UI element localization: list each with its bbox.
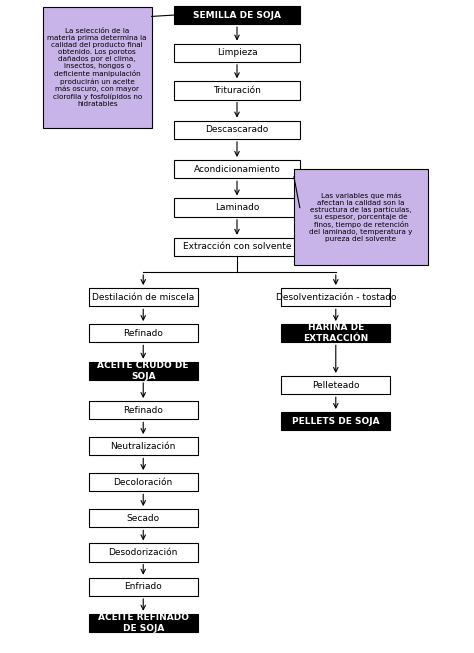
Text: HARINA DE
EXTRACCIÓN: HARINA DE EXTRACCIÓN [303,323,368,343]
FancyBboxPatch shape [282,324,390,342]
FancyBboxPatch shape [282,376,390,394]
FancyBboxPatch shape [174,160,300,178]
Text: Limpieza: Limpieza [217,48,257,57]
Text: Pelleteado: Pelleteado [312,381,360,390]
Text: Desodorización: Desodorización [109,548,178,557]
Text: Trituración: Trituración [213,86,261,95]
Text: SEMILLA DE SOJA: SEMILLA DE SOJA [193,10,281,20]
FancyBboxPatch shape [174,238,300,256]
Text: Refinado: Refinado [123,328,163,338]
Text: Acondicionamiento: Acondicionamiento [193,165,281,174]
FancyBboxPatch shape [282,288,390,306]
FancyBboxPatch shape [89,509,198,528]
Text: Destilación de miscela: Destilación de miscela [92,293,194,302]
FancyBboxPatch shape [89,614,198,632]
FancyBboxPatch shape [174,121,300,139]
FancyBboxPatch shape [89,324,198,342]
FancyBboxPatch shape [174,199,300,217]
Text: La selección de la
materia prima determina la
calidad del producto final
obtenid: La selección de la materia prima determi… [47,28,147,107]
FancyBboxPatch shape [174,6,300,24]
Text: Laminado: Laminado [215,203,259,212]
Text: PELLETS DE SOJA: PELLETS DE SOJA [292,417,380,426]
Text: Descascarado: Descascarado [205,125,269,135]
Text: Enfriado: Enfriado [124,582,162,592]
FancyBboxPatch shape [89,437,198,455]
FancyBboxPatch shape [89,288,198,306]
Text: Secado: Secado [127,514,160,522]
Text: Desolventización - tostado: Desolventización - tostado [275,293,396,302]
FancyBboxPatch shape [43,7,152,128]
Text: Extracción con solvente: Extracción con solvente [183,242,291,251]
FancyBboxPatch shape [89,362,198,380]
FancyBboxPatch shape [282,412,390,430]
Text: ACEITE REFINADO
DE SOJA: ACEITE REFINADO DE SOJA [98,613,189,633]
Text: Neutralización: Neutralización [110,441,176,451]
FancyBboxPatch shape [89,543,198,562]
FancyBboxPatch shape [89,473,198,492]
FancyBboxPatch shape [89,401,198,419]
Text: ACEITE CRUDO DE
SOJA: ACEITE CRUDO DE SOJA [98,361,189,381]
FancyBboxPatch shape [89,578,198,596]
FancyBboxPatch shape [174,44,300,62]
Text: Decoloración: Decoloración [114,478,173,486]
Text: Refinado: Refinado [123,406,163,415]
Text: Las variables que más
afectan la calidad son la
estructura de las partículas,
su: Las variables que más afectan la calidad… [309,192,412,242]
FancyBboxPatch shape [294,169,428,265]
FancyBboxPatch shape [174,81,300,100]
